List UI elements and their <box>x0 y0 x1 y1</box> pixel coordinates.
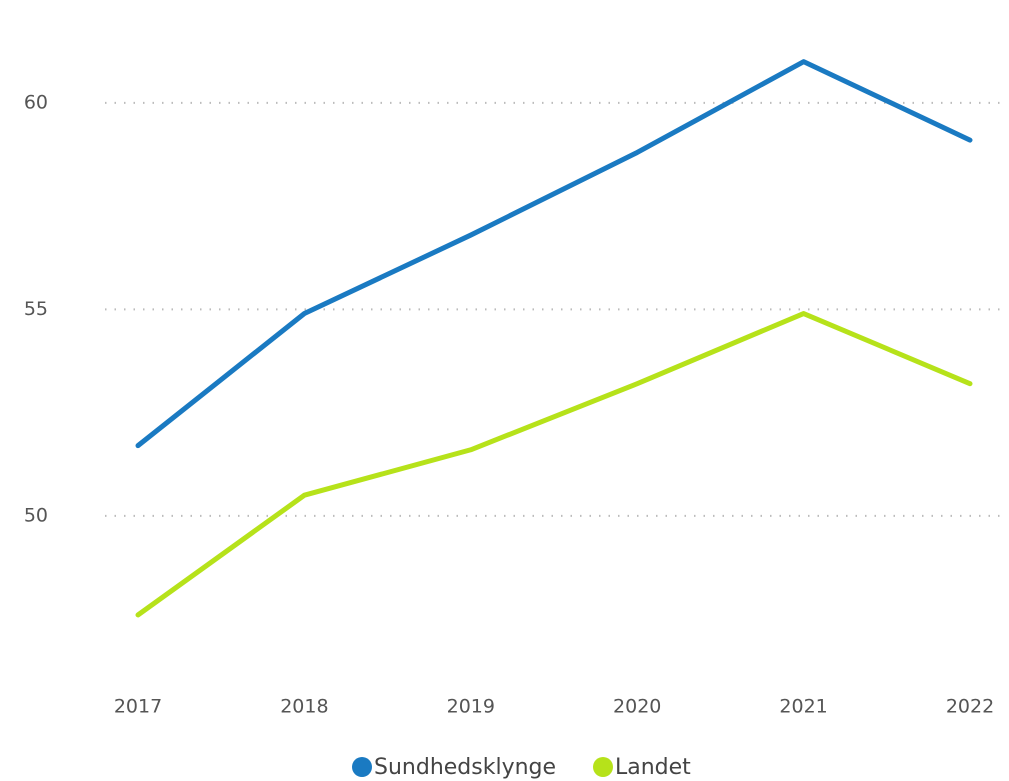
legend-label: Landet <box>615 755 691 780</box>
legend-label: Sundhedsklynge <box>374 755 556 780</box>
x-tick-label: 2022 <box>946 696 994 718</box>
legend-marker <box>352 757 372 777</box>
y-tick-label: 50 <box>24 504 48 526</box>
x-tick-label: 2018 <box>280 696 328 718</box>
y-tick-label: 55 <box>24 298 48 320</box>
series-line <box>135 59 973 449</box>
y-tick-label: 60 <box>24 91 48 113</box>
x-tick-label: 2019 <box>447 696 495 718</box>
x-tick-label: 2020 <box>613 696 661 718</box>
x-tick-label: 2017 <box>114 696 162 718</box>
series-line <box>135 311 973 618</box>
legend-marker <box>593 757 613 777</box>
x-tick-label: 2021 <box>779 696 827 718</box>
